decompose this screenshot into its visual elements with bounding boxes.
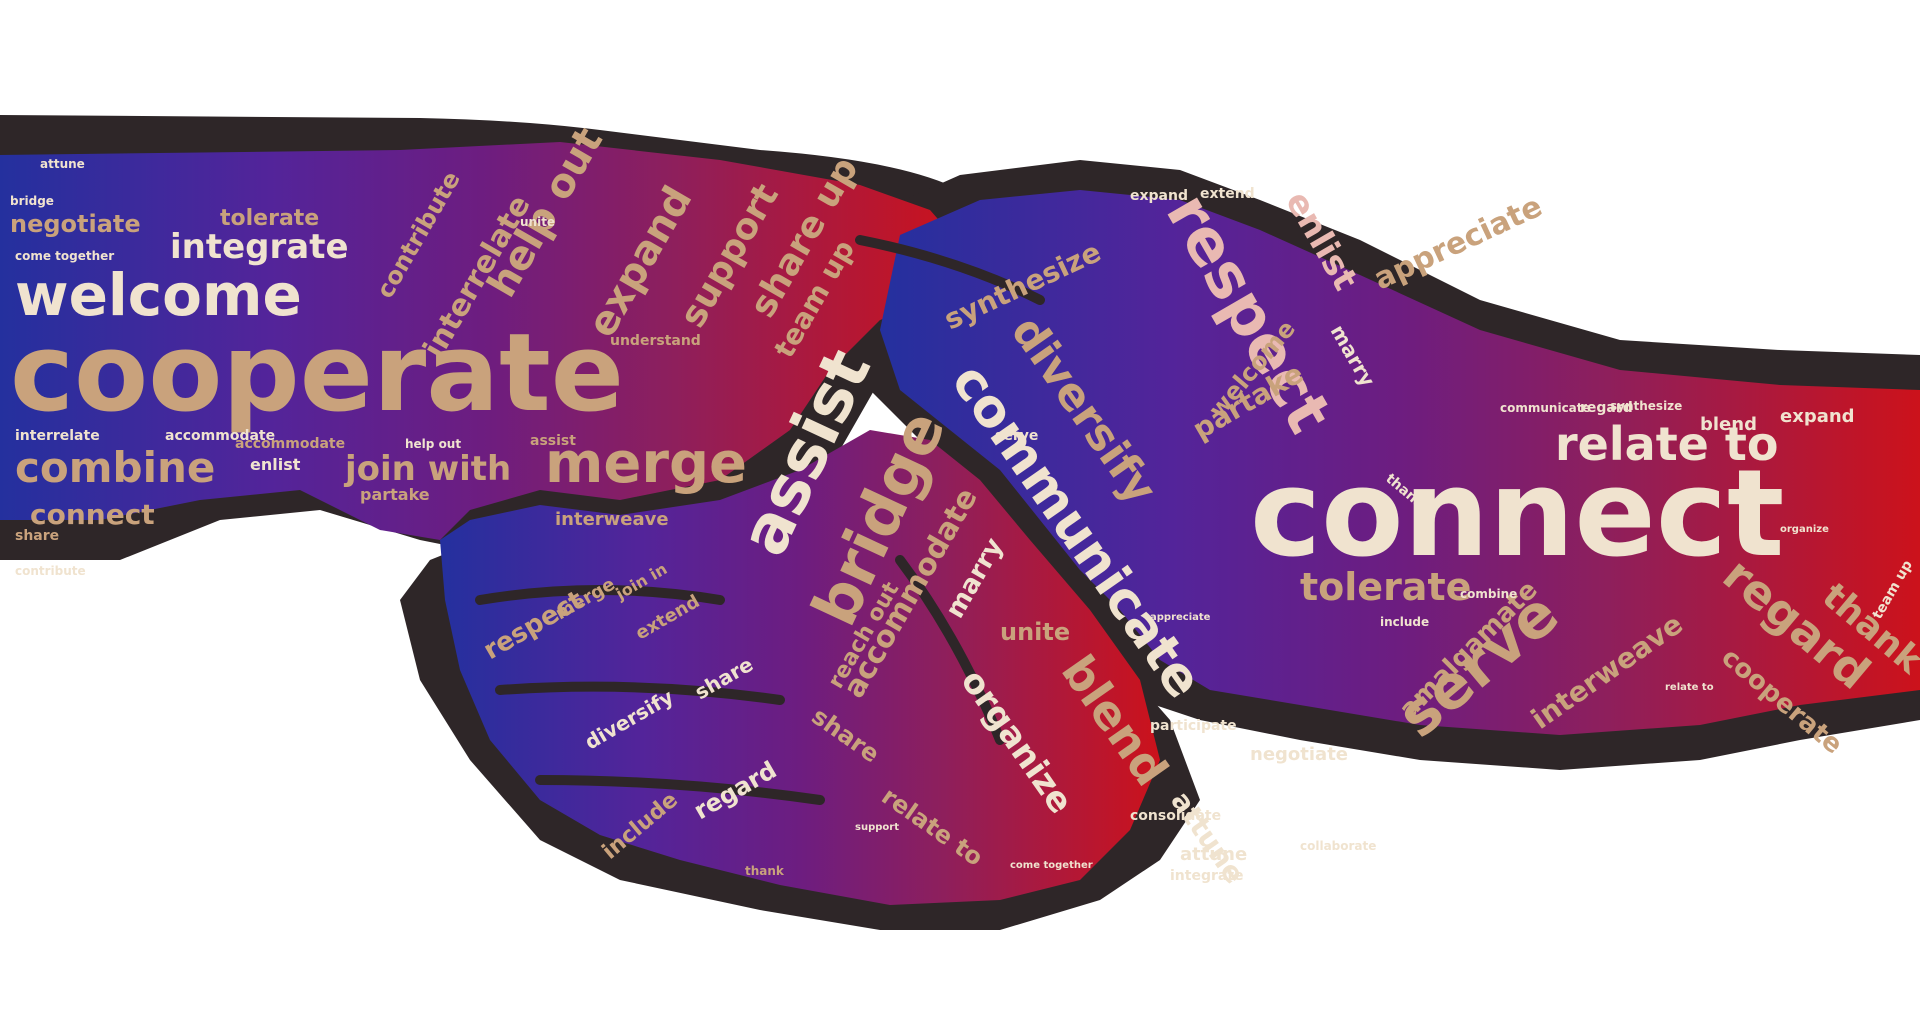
- word-unite: unite: [1000, 618, 1070, 646]
- word-come-together: come together: [15, 249, 114, 263]
- word-attune-small: attune: [40, 157, 85, 171]
- word-welcome: welcome: [15, 261, 302, 329]
- finger-line-2: [495, 681, 785, 705]
- word-participate: participate: [1150, 718, 1237, 734]
- word-relate-to: relate to: [1555, 417, 1779, 471]
- word-cooperate-large: cooperate: [10, 311, 624, 436]
- word-connect-small: connect: [30, 498, 155, 531]
- finger-line-3: [535, 775, 825, 805]
- word-synthesize-small: synthesize: [1610, 399, 1682, 413]
- word-consolidate: consolidate: [1130, 808, 1221, 824]
- word-unite-small: unite: [520, 215, 555, 229]
- finger-line-1: [475, 585, 725, 605]
- word-appreciate: appreciate: [1369, 189, 1548, 297]
- word-tolerate: tolerate: [220, 206, 319, 231]
- word-partake-left: partake: [360, 485, 430, 504]
- word-tolerate-right: tolerate: [1300, 565, 1471, 609]
- word-support-small: support: [855, 822, 899, 833]
- word-attune-bottom: attune: [1180, 844, 1247, 865]
- left-arm: [0, 142, 965, 540]
- word-merge: merge: [545, 431, 747, 496]
- word-join-with: join with: [343, 449, 511, 489]
- word-interrelate-small: interrelate: [15, 428, 100, 444]
- word-connect-large: connect: [1250, 445, 1784, 584]
- word-organize-small: organize: [1780, 524, 1829, 535]
- word-contribute-small: contribute: [15, 564, 86, 578]
- word-enlist-left: enlist: [250, 455, 301, 474]
- word-negotiate: negotiate: [10, 210, 141, 238]
- word-include-small: include: [1380, 615, 1429, 629]
- finger-line-4: [895, 555, 1005, 745]
- word-accommodate-left: accommodate: [235, 436, 345, 452]
- word-blend-right: blend: [1700, 414, 1757, 435]
- word-help-out-small: help out: [405, 437, 461, 451]
- word-appreciate-small: appreciate: [1150, 612, 1211, 623]
- word-bridge-left: bridge: [10, 194, 54, 208]
- word-accommodate-small: accommodate: [165, 428, 275, 444]
- word-expand-small: expand: [1130, 188, 1188, 204]
- word-understand: understand: [610, 333, 701, 349]
- word-expand-right: expand: [1780, 406, 1855, 427]
- word-interweave-left: interweave: [555, 509, 669, 530]
- word-integrate: integrate: [170, 227, 349, 267]
- word-thank-small: thank: [745, 864, 785, 878]
- word-serve-small: serve: [995, 428, 1038, 444]
- word-combine-small: combine: [1460, 587, 1517, 601]
- thumb-line: [855, 235, 1045, 305]
- word-come-together-small: come together: [1010, 860, 1093, 871]
- word-extend-small: extend: [1200, 186, 1255, 202]
- word-assist-small: assist: [530, 433, 576, 449]
- word-collaborate: collaborate: [1300, 839, 1376, 853]
- word-integrate-bottom: integrate: [1170, 868, 1244, 884]
- word-negotiate-right: negotiate: [1250, 744, 1348, 765]
- word-relate-to-small: relate to: [1665, 682, 1714, 693]
- right-arm: [880, 190, 1920, 735]
- word-share-small: share: [15, 528, 59, 544]
- word-combine: combine: [15, 443, 215, 492]
- finger-lines: [475, 235, 1045, 805]
- word-regard-small: regard: [1580, 400, 1633, 416]
- word-communicate-small: communicate: [1500, 401, 1591, 415]
